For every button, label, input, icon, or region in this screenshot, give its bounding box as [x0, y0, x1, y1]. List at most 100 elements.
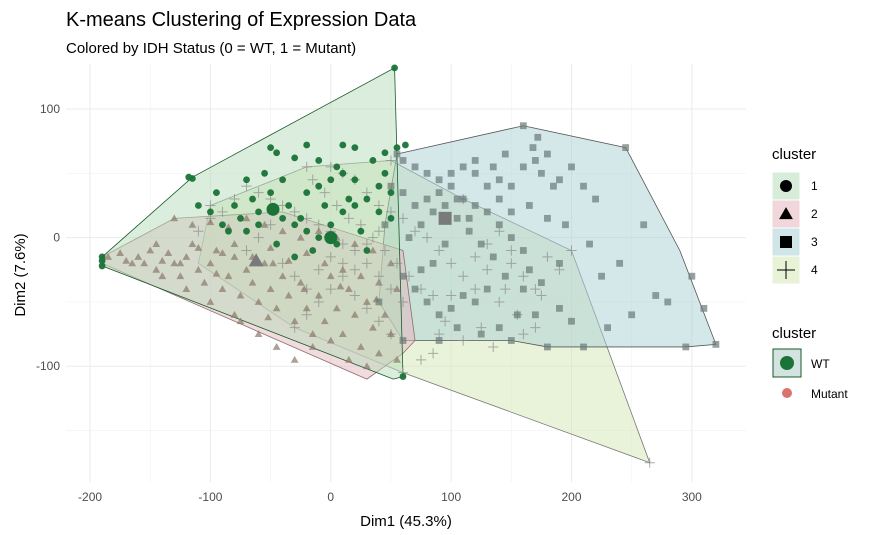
cluster-1-point — [315, 157, 323, 164]
cluster-3-point — [544, 150, 551, 158]
cluster-4-point — [217, 206, 228, 218]
cluster-4-point — [379, 245, 391, 256]
cluster-3-point — [495, 195, 503, 203]
cluster-1-point — [207, 208, 214, 216]
cluster-1-point — [399, 373, 407, 380]
cluster-1-point — [339, 141, 347, 149]
chart-title: K-means Clustering of Expression Data — [66, 9, 417, 31]
cluster-2-point — [254, 330, 263, 338]
cluster-4-point — [530, 322, 541, 333]
cluster-centroids — [248, 202, 452, 267]
cluster-3-point — [435, 189, 443, 197]
cluster-2-point — [362, 362, 371, 370]
cluster-2-point — [158, 256, 167, 264]
legend-label-wt: WT — [811, 357, 830, 371]
cluster-2-point — [264, 313, 273, 321]
cluster-2-point — [314, 227, 323, 235]
cluster-2-point — [176, 272, 185, 280]
cluster-3-point — [568, 317, 575, 325]
cluster-4-point — [289, 271, 300, 282]
cluster-2-point — [393, 285, 401, 293]
cluster-2-point — [320, 317, 329, 325]
cluster-2-point — [338, 265, 347, 273]
cluster-4-point — [349, 245, 360, 256]
cluster-4-point — [373, 316, 385, 327]
cluster-1-point — [381, 169, 389, 177]
cluster-2-point — [344, 285, 353, 293]
cluster-1-point — [303, 141, 311, 149]
cluster-3-point — [529, 144, 537, 151]
cluster-1-point — [98, 257, 106, 265]
cluster-2-point — [224, 272, 233, 280]
cluster-1-point — [369, 157, 377, 164]
cluster-1-point — [267, 144, 275, 152]
cluster-4-point — [482, 264, 493, 275]
cluster-4-point — [343, 213, 354, 224]
cluster-2-point — [152, 240, 161, 247]
cluster-3-point — [562, 221, 569, 229]
data-points — [98, 64, 720, 468]
cluster-2-point — [146, 246, 155, 254]
legend-key-box — [771, 199, 801, 229]
cluster-3-point — [537, 169, 545, 177]
cluster-3-point — [429, 259, 437, 267]
cluster-1-point — [363, 195, 371, 203]
x-tick-label: 200 — [561, 490, 581, 504]
cluster-2-point — [218, 249, 227, 256]
cluster-3-point — [688, 272, 696, 280]
legend-key-cluster-4 — [771, 255, 801, 285]
cluster-4-point — [446, 258, 457, 269]
cluster-3-point — [616, 259, 624, 267]
cluster-1-point — [345, 195, 353, 203]
cluster-3-point — [387, 182, 395, 190]
cluster-1-point — [375, 208, 383, 216]
cluster-3-point — [483, 182, 491, 190]
cluster-1-point — [387, 214, 395, 222]
cluster-3-point — [471, 298, 479, 306]
cluster-2-point — [314, 291, 323, 299]
cluster-2-centroid — [248, 253, 264, 267]
cluster-2-point — [356, 343, 365, 350]
cluster-hulls — [101, 67, 717, 464]
cluster-3-point — [519, 122, 527, 130]
cluster-3-point — [525, 202, 533, 209]
cluster-4-point — [349, 290, 360, 301]
legend-key-square — [780, 236, 792, 248]
cluster-3-point — [544, 214, 551, 222]
cluster-1-point — [243, 176, 250, 184]
cluster-3-point — [568, 163, 575, 171]
cluster-2-point — [152, 265, 161, 273]
legend-label-cluster-3: 3 — [811, 235, 818, 249]
cluster-4-point — [361, 303, 372, 314]
chart-subtitle: Colored by IDH Status (0 = WT, 1 = Mutan… — [66, 40, 356, 57]
cluster-4-point — [391, 258, 403, 269]
cluster-2-point — [296, 278, 305, 286]
cluster-2-point — [212, 246, 221, 254]
cluster-2-point — [260, 220, 269, 228]
cluster-2-point — [375, 278, 383, 286]
cluster-1-point — [231, 202, 238, 209]
legend-area: cluster 1 2 3 4 cluster WT Mutant — [771, 146, 848, 401]
cluster-3-point — [537, 279, 545, 287]
cluster-4-point — [307, 174, 318, 185]
cluster-4-point — [253, 187, 264, 198]
legend-key-cluster-1 — [771, 171, 801, 201]
cluster-3-point — [652, 292, 660, 299]
cluster-4-point — [397, 296, 409, 308]
cluster-3-point — [640, 221, 648, 229]
cluster-3-point — [598, 272, 605, 280]
cluster-3-point — [525, 266, 533, 274]
cluster-3-point — [556, 176, 563, 184]
cluster-4-point — [241, 245, 252, 256]
cluster-4-point — [301, 309, 312, 320]
cluster-3-point — [534, 133, 542, 141]
cluster-2-point — [116, 249, 125, 256]
cluster-4-point — [331, 200, 342, 211]
x-tick-label: 100 — [441, 490, 461, 504]
cluster-3-point — [556, 304, 563, 312]
cluster-3-point — [586, 240, 593, 248]
cluster-3-point — [435, 311, 443, 319]
cluster-2-point — [296, 233, 305, 241]
